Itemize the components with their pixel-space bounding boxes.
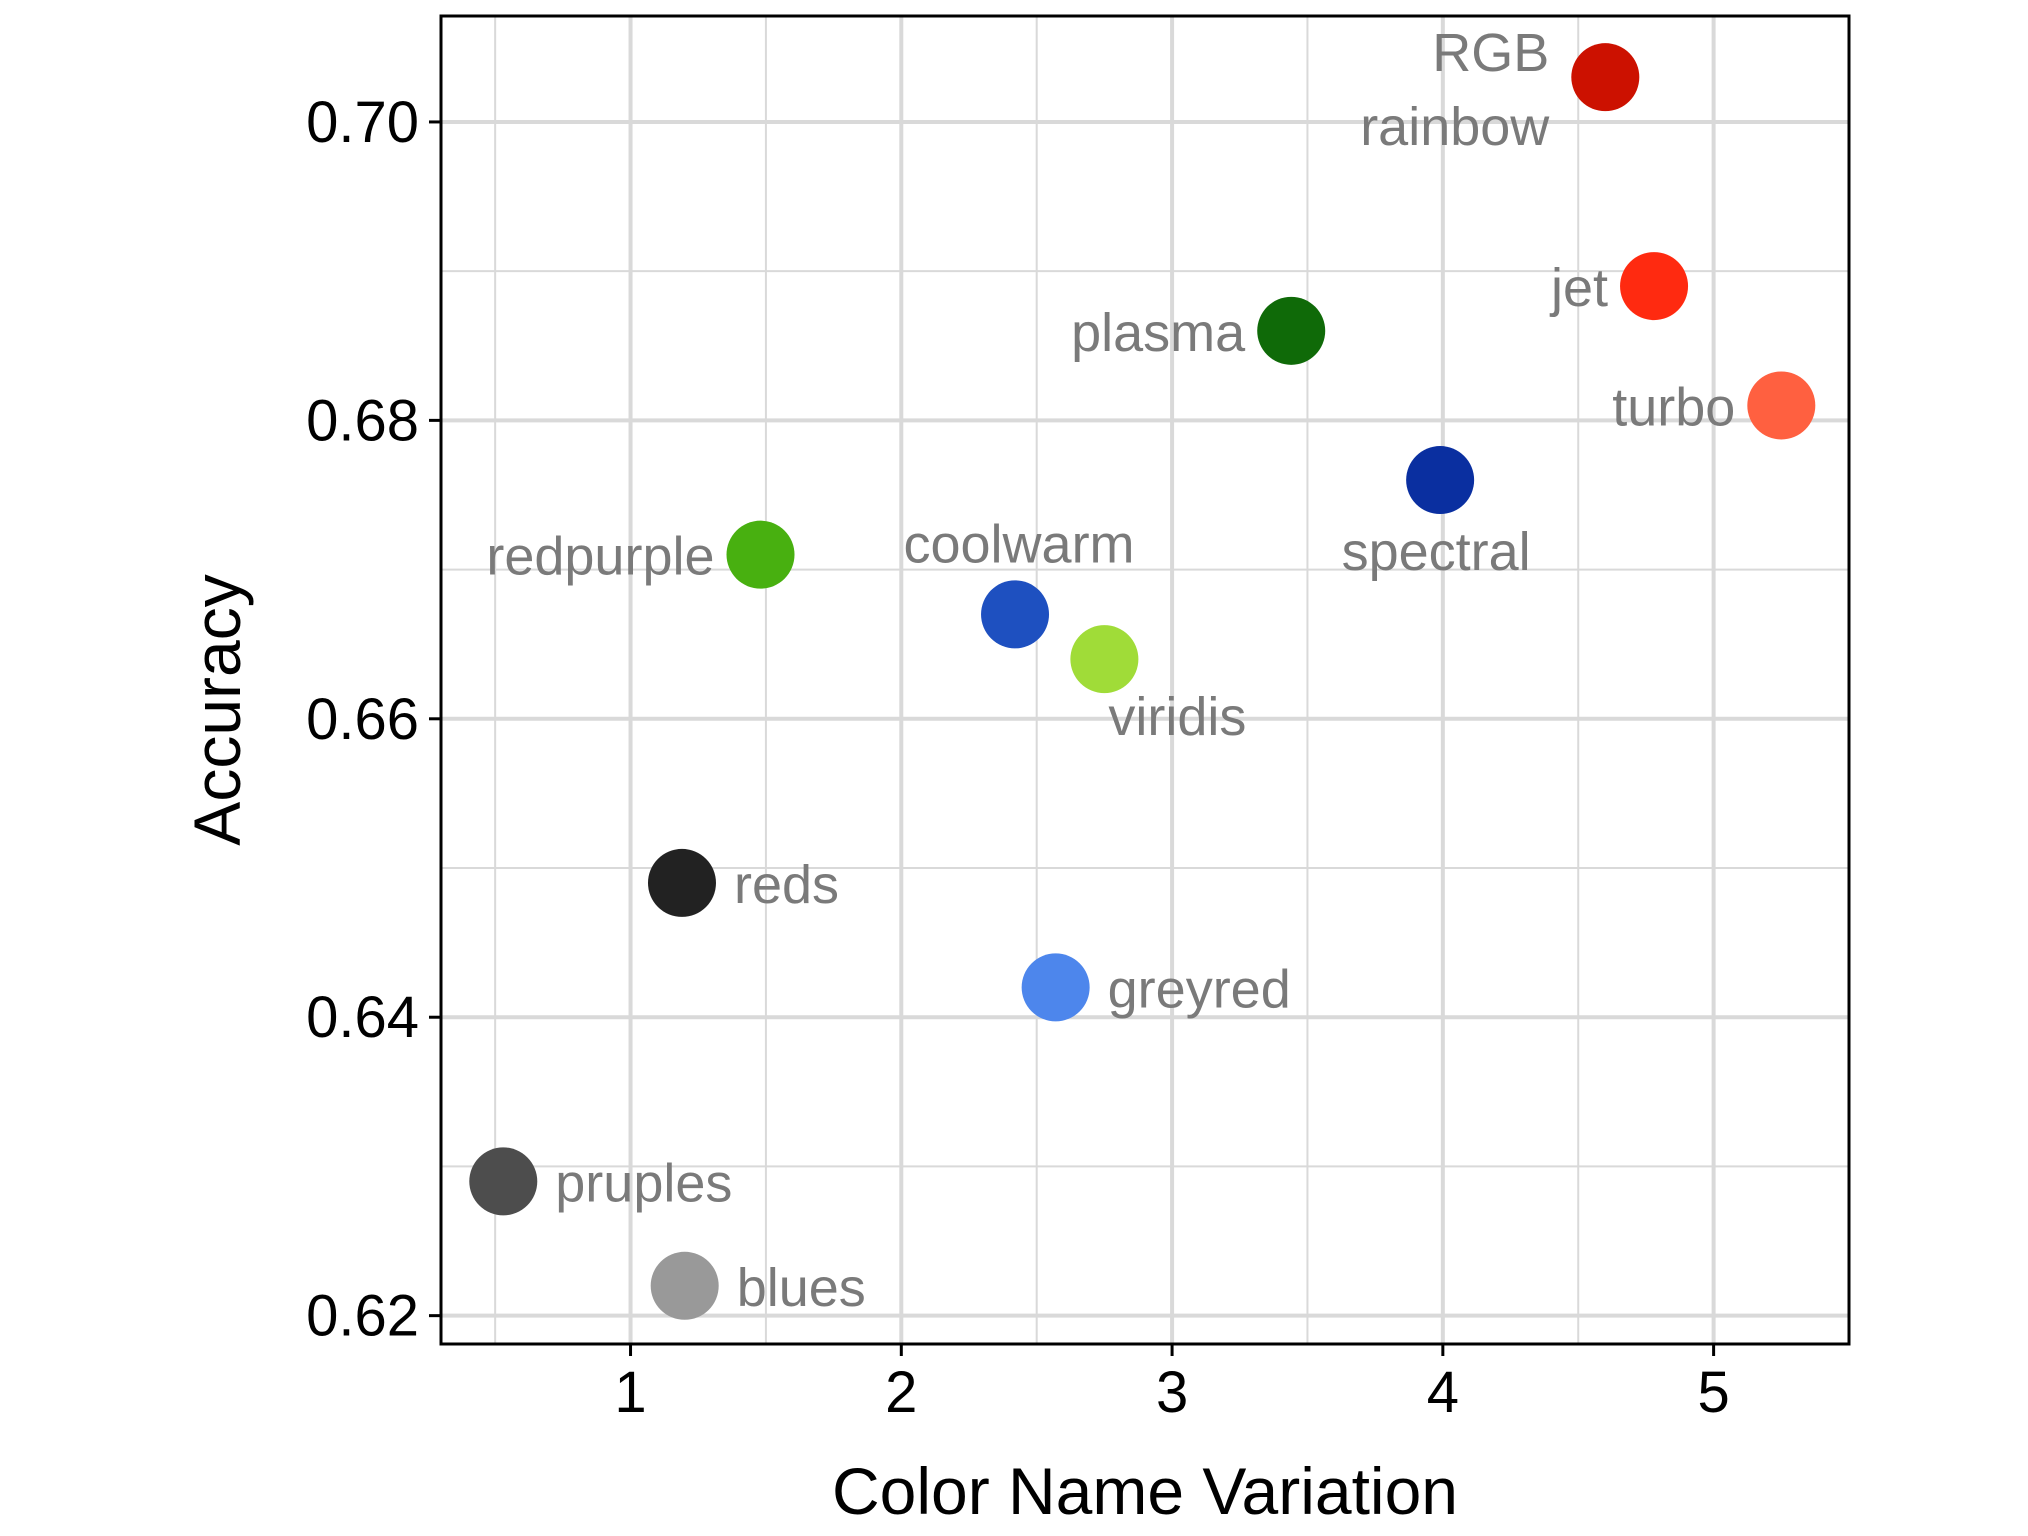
y-axis-title: Accuracy bbox=[180, 574, 254, 845]
data-points bbox=[469, 43, 1816, 1320]
x-tick-label: 2 bbox=[885, 1360, 917, 1425]
point-label-jet: jet bbox=[1549, 258, 1608, 318]
point-pruples bbox=[469, 1147, 538, 1216]
point-label-redpurple: redpurple bbox=[486, 527, 714, 587]
y-tick-label: 0.62 bbox=[306, 1284, 419, 1349]
point-blues bbox=[650, 1251, 719, 1320]
x-tick-label: 1 bbox=[614, 1360, 646, 1425]
point-spectral bbox=[1406, 446, 1475, 515]
point-label-coolwarm: coolwarm bbox=[903, 514, 1134, 574]
x-tick-label: 5 bbox=[1697, 1360, 1729, 1425]
point-label-reds: reds bbox=[734, 855, 839, 915]
x-tick-label: 3 bbox=[1156, 1360, 1188, 1425]
point-coolwarm bbox=[981, 580, 1050, 649]
point-label-rgb: RGB bbox=[1432, 23, 1549, 83]
point-turbo bbox=[1747, 371, 1816, 440]
y-tick-label: 0.64 bbox=[306, 985, 419, 1050]
point-viridis bbox=[1070, 625, 1139, 694]
y-tick-label: 0.70 bbox=[306, 90, 419, 155]
x-tick-label: 4 bbox=[1427, 1360, 1459, 1425]
plot-frame bbox=[439, 14, 1851, 1346]
grid-lines bbox=[441, 16, 1849, 1344]
point-label-spectral: spectral bbox=[1342, 522, 1531, 582]
point-label-greyred: greyred bbox=[1108, 959, 1291, 1019]
point-label-turbo: turbo bbox=[1612, 377, 1735, 437]
point-greyred bbox=[1021, 953, 1090, 1022]
point-plasma bbox=[1257, 296, 1326, 365]
plot-background bbox=[441, 16, 1849, 1344]
point-label-pruples: pruples bbox=[555, 1153, 732, 1213]
point-label-rainbow: rainbow bbox=[1360, 97, 1550, 157]
point-label-viridis: viridis bbox=[1108, 687, 1246, 747]
point-rgb bbox=[1571, 43, 1640, 112]
point-reds bbox=[647, 848, 716, 917]
point-jet bbox=[1620, 252, 1689, 321]
x-axis-title: Color Name Variation bbox=[832, 1454, 1458, 1528]
axis-ticks: 1 2 3 4 5 0.62 0.64 0.66 0.68 0.70 bbox=[306, 90, 1730, 1425]
y-tick-label: 0.68 bbox=[306, 388, 419, 453]
point-redpurple bbox=[726, 520, 795, 589]
point-label-blues: blues bbox=[737, 1258, 866, 1318]
point-label-plasma: plasma bbox=[1071, 303, 1246, 363]
y-tick-label: 0.66 bbox=[306, 687, 419, 752]
